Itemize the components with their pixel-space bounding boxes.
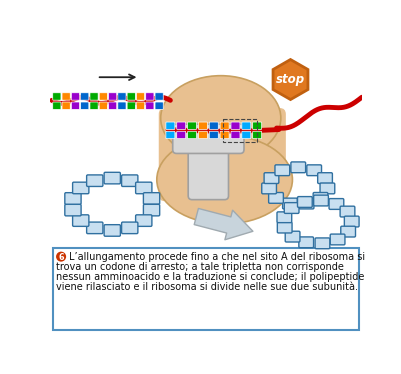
FancyBboxPatch shape [231,122,239,129]
Text: viene rilasciato e il ribosoma si divide nelle sue due subunità.: viene rilasciato e il ribosoma si divide… [56,282,358,292]
FancyBboxPatch shape [62,93,70,100]
FancyBboxPatch shape [268,193,283,203]
FancyBboxPatch shape [99,102,107,110]
FancyBboxPatch shape [143,204,159,216]
FancyBboxPatch shape [143,193,159,204]
Text: L’allungamento procede fino a che nel sito A del ribosoma si: L’allungamento procede fino a che nel si… [69,252,364,262]
FancyBboxPatch shape [81,93,89,100]
FancyBboxPatch shape [241,122,250,129]
Circle shape [56,252,66,262]
FancyBboxPatch shape [187,131,196,139]
FancyBboxPatch shape [146,102,154,110]
FancyBboxPatch shape [344,216,358,227]
FancyBboxPatch shape [284,203,298,214]
FancyBboxPatch shape [172,124,243,153]
FancyBboxPatch shape [117,93,126,100]
FancyBboxPatch shape [53,102,61,110]
FancyBboxPatch shape [263,173,278,184]
FancyBboxPatch shape [298,198,313,209]
FancyBboxPatch shape [73,215,89,226]
FancyBboxPatch shape [198,131,207,139]
Text: stop: stop [275,73,304,86]
FancyBboxPatch shape [261,183,276,194]
FancyBboxPatch shape [155,102,163,110]
FancyBboxPatch shape [81,102,89,110]
FancyBboxPatch shape [297,197,312,207]
FancyBboxPatch shape [90,93,98,100]
FancyBboxPatch shape [312,193,327,203]
FancyBboxPatch shape [319,183,334,194]
FancyBboxPatch shape [155,93,163,100]
FancyBboxPatch shape [314,238,329,249]
FancyBboxPatch shape [298,237,313,248]
FancyBboxPatch shape [108,102,116,110]
FancyBboxPatch shape [117,102,126,110]
FancyBboxPatch shape [65,204,81,216]
Ellipse shape [156,135,292,224]
FancyBboxPatch shape [71,93,79,100]
FancyBboxPatch shape [317,173,332,184]
FancyBboxPatch shape [121,175,138,187]
FancyBboxPatch shape [71,102,79,110]
FancyBboxPatch shape [274,165,289,176]
FancyBboxPatch shape [290,162,305,173]
FancyBboxPatch shape [313,195,328,206]
FancyBboxPatch shape [176,122,185,129]
FancyBboxPatch shape [53,248,358,330]
FancyBboxPatch shape [188,132,228,200]
FancyBboxPatch shape [241,131,250,139]
FancyBboxPatch shape [209,122,218,129]
FancyBboxPatch shape [53,93,61,100]
FancyBboxPatch shape [220,122,229,129]
FancyBboxPatch shape [65,193,81,204]
Polygon shape [272,59,307,99]
FancyBboxPatch shape [340,226,354,237]
FancyBboxPatch shape [136,93,144,100]
FancyBboxPatch shape [339,206,354,217]
FancyBboxPatch shape [277,222,292,233]
FancyBboxPatch shape [73,182,89,194]
Ellipse shape [160,76,280,160]
FancyBboxPatch shape [146,93,154,100]
FancyBboxPatch shape [306,165,321,176]
FancyBboxPatch shape [209,131,218,139]
FancyBboxPatch shape [158,108,285,201]
FancyBboxPatch shape [121,222,138,234]
FancyBboxPatch shape [135,215,152,226]
FancyBboxPatch shape [127,102,135,110]
FancyBboxPatch shape [104,172,120,184]
FancyBboxPatch shape [90,102,98,110]
FancyBboxPatch shape [220,131,229,139]
FancyBboxPatch shape [284,231,299,242]
FancyBboxPatch shape [135,182,152,194]
FancyBboxPatch shape [104,225,120,236]
FancyBboxPatch shape [86,222,103,234]
FancyBboxPatch shape [62,102,70,110]
FancyBboxPatch shape [166,122,174,129]
FancyBboxPatch shape [329,234,344,245]
FancyBboxPatch shape [136,102,144,110]
FancyBboxPatch shape [231,131,239,139]
FancyBboxPatch shape [176,131,185,139]
FancyBboxPatch shape [187,122,196,129]
FancyBboxPatch shape [99,93,107,100]
Text: trova un codone di arresto; a tale tripletta non corrisponde: trova un codone di arresto; a tale tripl… [56,262,344,272]
FancyArrowPatch shape [194,208,252,240]
FancyBboxPatch shape [86,175,103,187]
FancyBboxPatch shape [252,131,261,139]
FancyBboxPatch shape [198,122,207,129]
FancyBboxPatch shape [252,122,261,129]
Text: 6: 6 [58,252,64,261]
FancyBboxPatch shape [108,93,116,100]
FancyBboxPatch shape [166,131,174,139]
Text: nessun amminoacido e la traduzione si conclude; il polipeptide: nessun amminoacido e la traduzione si co… [56,272,364,282]
FancyBboxPatch shape [328,199,343,209]
FancyBboxPatch shape [276,212,291,223]
FancyBboxPatch shape [127,93,135,100]
FancyBboxPatch shape [282,198,297,209]
